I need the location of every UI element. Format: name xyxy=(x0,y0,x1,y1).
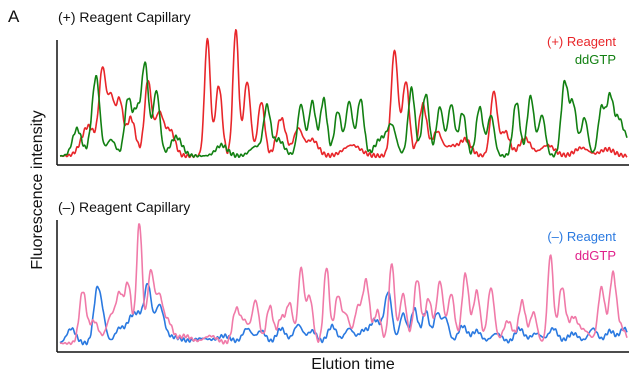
legend-bottom-series-1: (–) Reagent xyxy=(547,229,616,244)
panel-bottom-title: (–) Reagent Capillary xyxy=(58,199,190,215)
x-axis-label: Elution time xyxy=(311,356,395,373)
panel-bottom: (–) Reagent Capillary (–) Reagent ddGTP xyxy=(56,199,629,353)
panel-top-traces xyxy=(59,29,628,159)
y-axis-label: Fluorescence intensity xyxy=(29,110,46,269)
panel-top: (+) Reagent Capillary (+) Reagent ddGTP xyxy=(56,9,629,166)
legend-top-series-1: (+) Reagent xyxy=(547,34,616,49)
panel-bottom-traces xyxy=(59,223,628,346)
panel-top-title: (+) Reagent Capillary xyxy=(58,9,191,25)
legend-top-series-2: ddGTP xyxy=(575,52,616,67)
top-trace-2 xyxy=(59,61,628,158)
panel-letter: A xyxy=(8,7,20,26)
top-trace-1 xyxy=(59,29,628,159)
bottom-trace-2 xyxy=(59,223,628,346)
legend-bottom-series-2: ddGTP xyxy=(575,248,616,263)
bottom-trace-1 xyxy=(59,283,628,346)
